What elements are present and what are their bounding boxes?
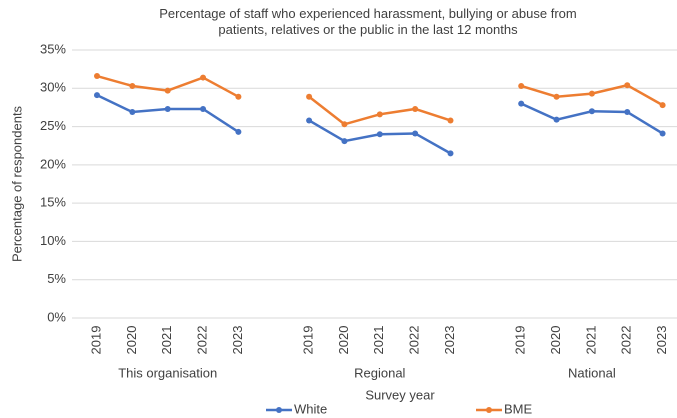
data-point (553, 93, 560, 100)
group-label: National (568, 365, 616, 380)
y-tick-label: 0% (47, 309, 66, 324)
y-tick-label: 10% (40, 233, 66, 248)
x-axis-title: Survey year (365, 387, 435, 402)
x-tick-label: 2020 (336, 326, 351, 355)
data-point (235, 128, 242, 135)
y-tick-label: 30% (40, 80, 66, 95)
y-tick-label: 35% (40, 41, 66, 56)
group-label: Regional (354, 365, 405, 380)
x-tick-label: 2023 (442, 326, 457, 355)
data-point (129, 109, 136, 116)
x-tick-label: 2022 (619, 326, 634, 355)
y-tick-label: 25% (40, 118, 66, 133)
series-line (96, 94, 664, 155)
data-point (588, 90, 595, 97)
chart-title: Percentage of staff who experienced hara… (159, 6, 577, 37)
legend-marker (276, 407, 282, 413)
data-point (94, 92, 100, 99)
data-point (235, 93, 242, 100)
data-point (518, 82, 525, 89)
data-point (624, 82, 631, 89)
data-point (412, 105, 419, 112)
x-tick-label: 2019 (513, 326, 528, 355)
x-tick-label: 2019 (301, 326, 316, 355)
data-point (447, 150, 454, 157)
x-tick-label: 2021 (583, 326, 598, 355)
data-point (306, 117, 313, 124)
data-point (624, 109, 631, 116)
data-point (412, 130, 419, 137)
y-tick-label: 20% (40, 156, 66, 171)
data-point (164, 87, 171, 94)
data-point (94, 73, 100, 80)
group-label: This organisation (118, 365, 217, 380)
data-point (518, 100, 525, 107)
y-axis-title: Percentage of respondents (9, 105, 24, 262)
x-tick-label: 2021 (159, 326, 174, 355)
data-point (447, 117, 454, 124)
x-tick-label: 2019 (88, 326, 103, 355)
data-point (341, 138, 348, 145)
data-point (659, 130, 666, 137)
x-tick-label: 2020 (124, 326, 139, 355)
legend-marker (486, 407, 492, 413)
x-tick-label: 2023 (230, 326, 245, 355)
data-point (659, 102, 666, 109)
x-tick-label: 2023 (654, 326, 669, 355)
data-point (588, 108, 595, 115)
y-tick-label: 5% (47, 271, 66, 286)
x-tick-label: 2021 (371, 326, 386, 355)
data-point (200, 105, 207, 112)
y-tick-label: 15% (40, 195, 66, 210)
data-point (306, 93, 313, 100)
data-point (376, 131, 383, 138)
data-point (129, 82, 136, 89)
x-tick-label: 2022 (194, 326, 209, 355)
data-point (341, 121, 348, 128)
data-point (164, 105, 171, 112)
x-tick-label: 2020 (548, 326, 563, 355)
data-point (553, 116, 560, 123)
legend-label: BME (504, 401, 533, 416)
data-point (200, 74, 207, 81)
legend-label: White (294, 401, 327, 416)
data-point (376, 111, 383, 118)
x-tick-label: 2022 (407, 326, 422, 355)
